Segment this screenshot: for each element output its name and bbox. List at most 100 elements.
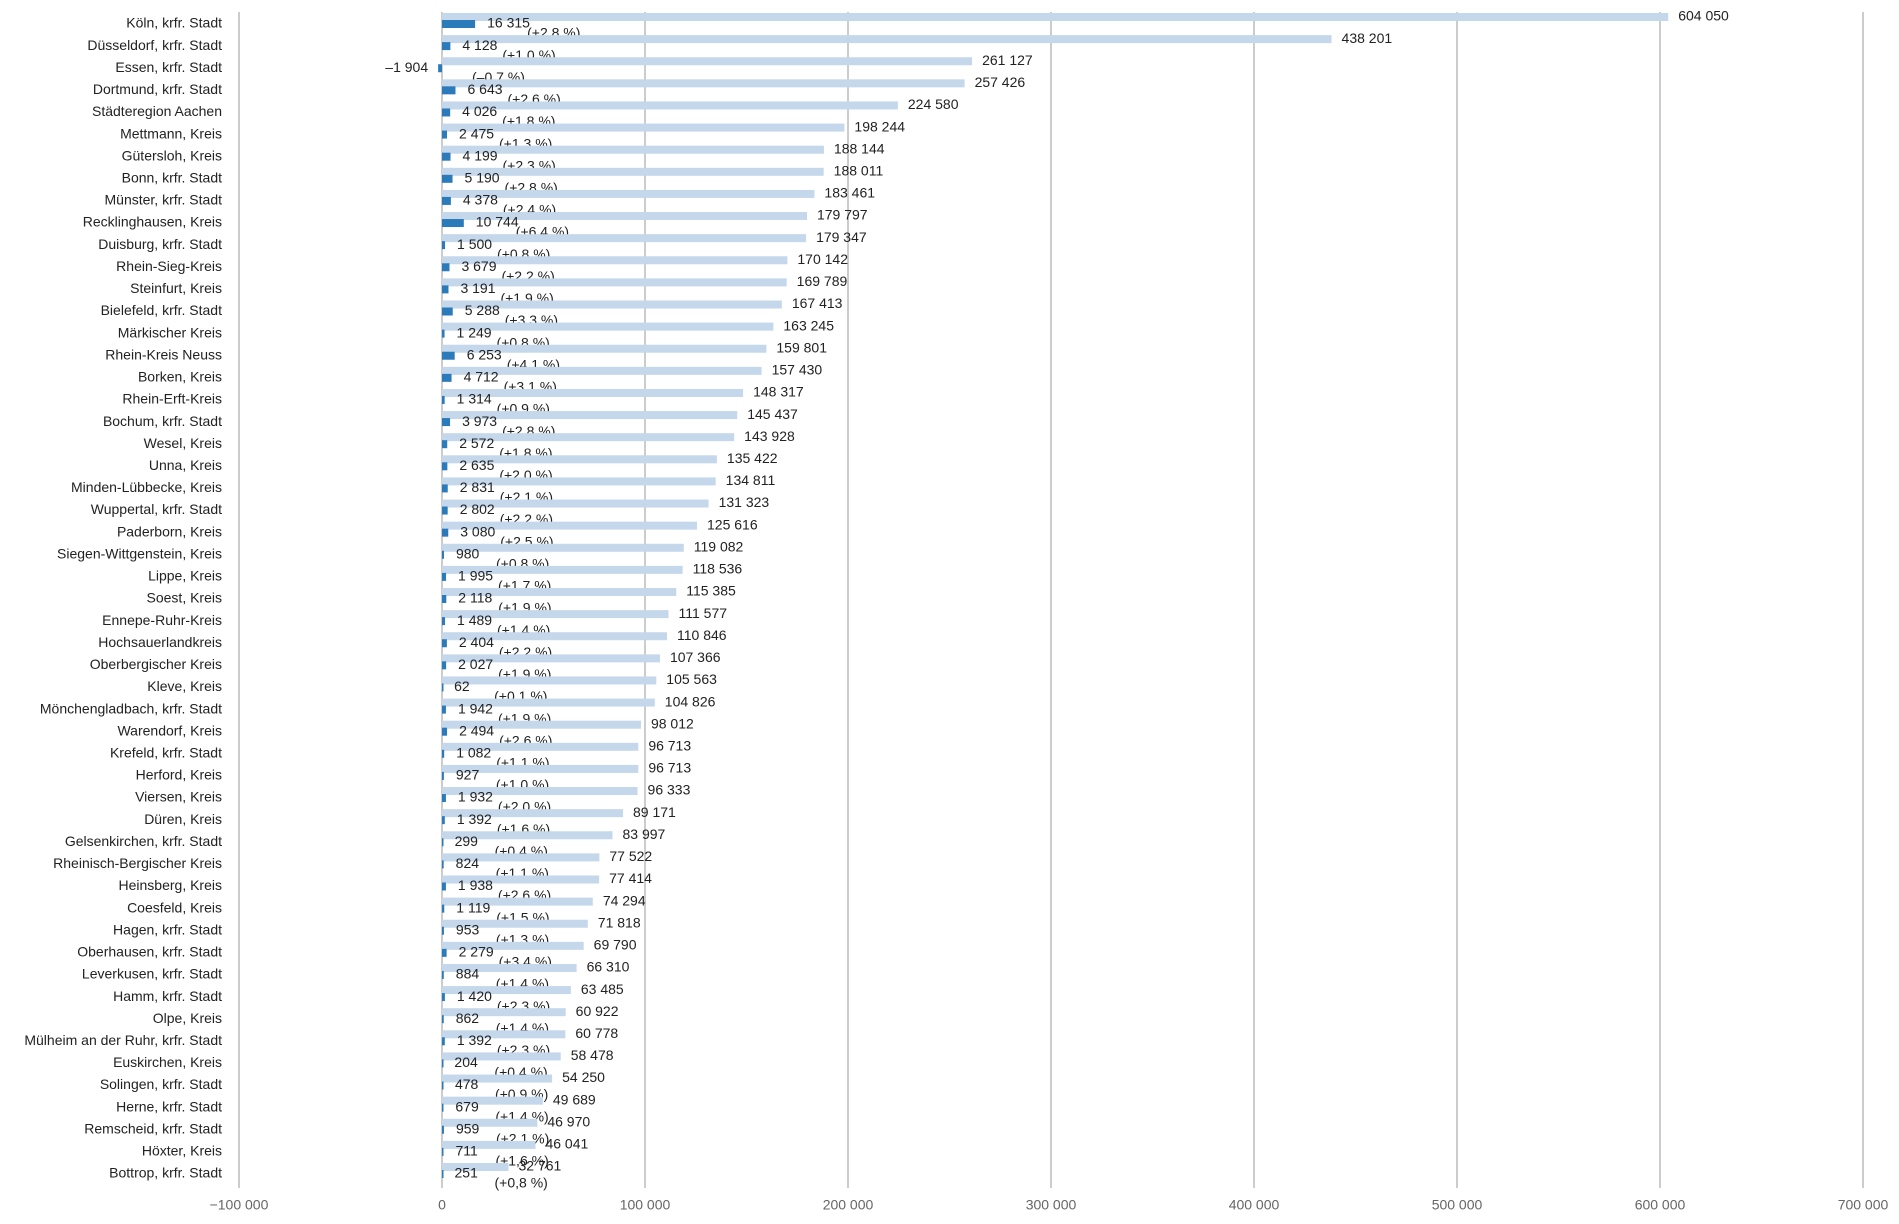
value-label: 110 846 (677, 627, 727, 643)
category-label: Münster, krfr. Stadt (105, 192, 223, 208)
category-label: Duisburg, krfr. Stadt (98, 236, 222, 252)
bar (442, 300, 782, 309)
x-tick-label: 0 (438, 1197, 446, 1213)
bar (442, 831, 613, 840)
bar (442, 1140, 536, 1149)
value-label: 105 563 (666, 671, 717, 687)
value-label: 119 082 (694, 538, 744, 554)
bar (442, 1096, 543, 1105)
category-label: Rhein-Sieg-Kreis (116, 258, 222, 274)
value-label: 2 635 (459, 457, 494, 473)
value-label: 1 489 (457, 612, 492, 628)
category-label: Höxter, Kreis (142, 1143, 222, 1159)
value-label: 4 199 (463, 147, 498, 163)
bar (442, 123, 845, 132)
bar (442, 794, 446, 803)
bar (442, 882, 446, 891)
bar (442, 20, 476, 28)
bar (442, 499, 709, 508)
category-label: Wuppertal, krfr. Stadt (91, 501, 222, 517)
bar (442, 212, 807, 221)
bar (442, 683, 444, 692)
bar (442, 595, 447, 603)
value-label: 1 995 (458, 568, 493, 584)
value-label: 1 392 (457, 811, 492, 827)
percent-label: (+1,6 %) (495, 1153, 548, 1169)
bar (442, 484, 448, 493)
bar (442, 742, 639, 751)
category-label: Essen, krfr. Stadt (115, 59, 222, 75)
value-label: 6 253 (467, 346, 502, 362)
bar (442, 639, 447, 648)
bar (442, 860, 444, 869)
value-label: 96 333 (648, 782, 691, 798)
category-label: Borken, Kreis (138, 369, 222, 385)
bar (442, 86, 456, 95)
value-label: 170 142 (797, 251, 848, 267)
category-label: Bottrop, krfr. Stadt (109, 1165, 222, 1181)
category-label: Steinfurt, Kreis (130, 280, 222, 296)
category-label: Minden-Lübbecke, Kreis (71, 479, 222, 495)
bar (442, 816, 445, 825)
bar (442, 373, 452, 382)
category-label: Mettmann, Kreis (120, 125, 222, 141)
bar (442, 919, 588, 928)
bar (442, 993, 445, 1002)
bar (442, 388, 744, 397)
value-label: 2 802 (460, 501, 495, 517)
category-label: Gütersloh, Kreis (122, 147, 222, 163)
value-label: 145 437 (747, 406, 798, 422)
category-label: Märkischer Kreis (118, 324, 222, 340)
value-label: 46 970 (547, 1113, 590, 1129)
bar (442, 941, 584, 950)
value-label: 98 012 (651, 715, 694, 731)
category-label: Lippe, Kreis (148, 568, 222, 584)
value-label: 115 385 (686, 583, 736, 599)
value-label: 1 392 (457, 1032, 492, 1048)
bar (442, 926, 444, 935)
bar (442, 241, 446, 250)
bar (442, 263, 450, 272)
bar (442, 588, 677, 596)
bar (442, 307, 453, 316)
value-label: 169 789 (797, 273, 848, 289)
bar (442, 79, 965, 88)
bar (442, 1037, 445, 1046)
value-label: 478 (455, 1076, 479, 1092)
value-label: 3 679 (461, 258, 496, 274)
value-label: 143 928 (744, 428, 795, 444)
category-label: Unna, Kreis (149, 457, 222, 473)
category-label: Städteregion Aachen (92, 103, 222, 119)
value-label: 2 572 (459, 435, 494, 451)
value-label: 5 288 (465, 302, 500, 318)
bar (442, 787, 638, 796)
category-label: Oberbergischer Kreis (90, 656, 222, 672)
value-label: 66 310 (587, 959, 630, 975)
value-label: 10 744 (476, 214, 519, 230)
x-tick-label: −100 000 (210, 1197, 269, 1213)
category-label: Oberhausen, krfr. Stadt (77, 944, 222, 960)
bar (442, 219, 464, 228)
bar (442, 108, 451, 117)
bar (442, 698, 655, 707)
category-label: Dortmund, krfr. Stadt (93, 81, 222, 97)
value-label: 131 323 (719, 494, 770, 510)
value-label: 71 818 (598, 914, 641, 930)
category-label: Herford, Kreis (136, 767, 222, 783)
bar (442, 1052, 561, 1061)
value-label: 69 790 (594, 937, 637, 953)
value-label: 198 244 (854, 118, 905, 134)
bar (442, 506, 448, 515)
bar (442, 1081, 444, 1090)
category-label: Mönchengladbach, krfr. Stadt (40, 700, 222, 716)
value-label: 1 119 (456, 899, 490, 915)
bar (442, 329, 445, 338)
category-label: Düsseldorf, krfr. Stadt (87, 37, 222, 53)
value-label: 2 494 (459, 722, 494, 738)
bar (442, 764, 639, 773)
value-label: 3 191 (460, 280, 495, 296)
bar (442, 963, 577, 972)
bar (442, 440, 448, 449)
category-label: Hochsauerlandkreis (98, 634, 222, 650)
bar (442, 1015, 444, 1024)
